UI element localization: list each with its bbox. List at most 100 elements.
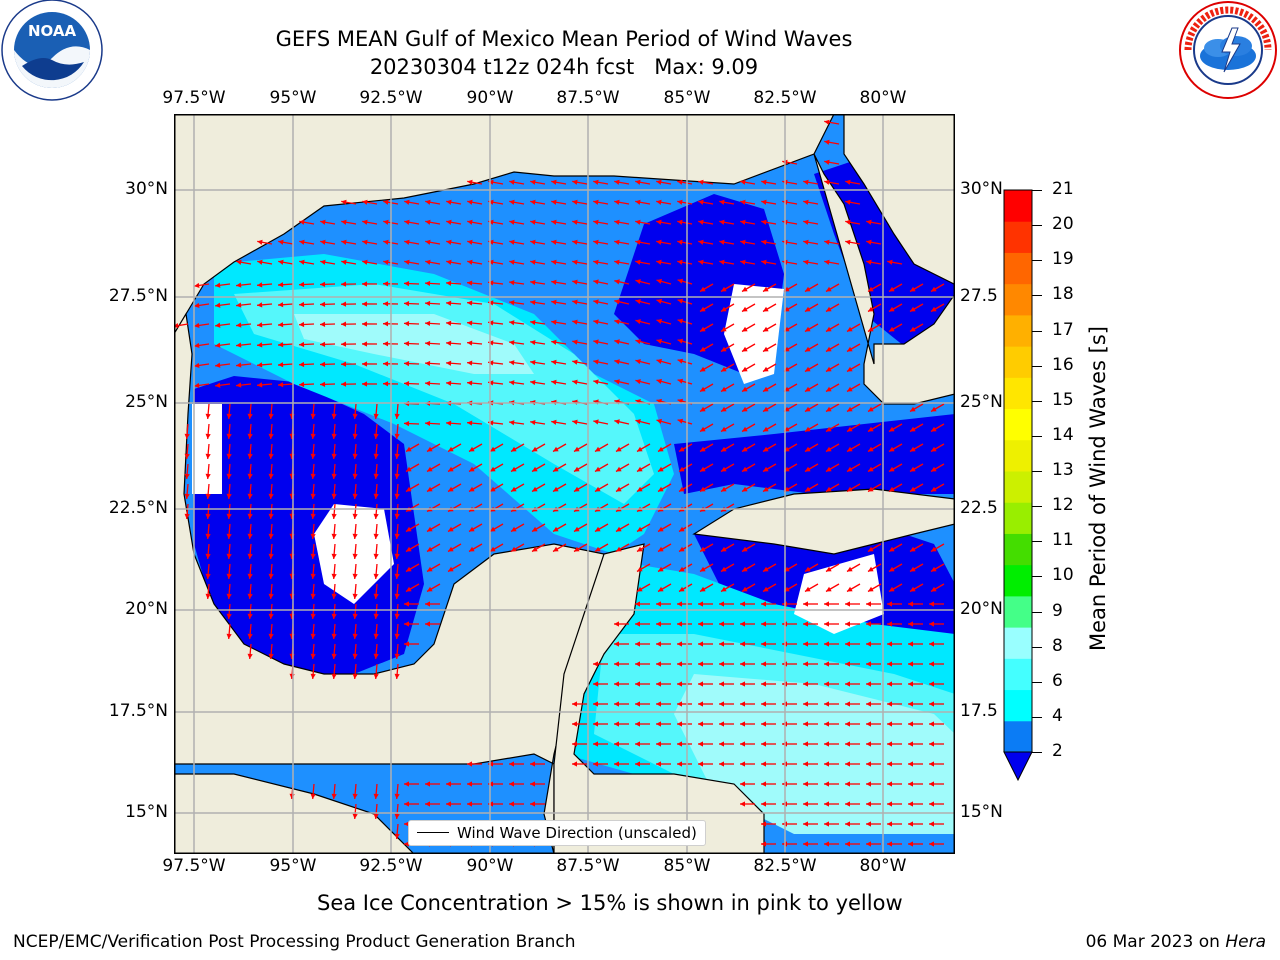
wave-direction-arrow: [929, 841, 944, 847]
wave-direction-arrow: [803, 179, 819, 185]
wave-direction-arrow: [825, 383, 840, 393]
wave-direction-arrow: [194, 302, 210, 309]
wave-direction-arrow: [530, 239, 546, 245]
wave-direction-arrow: [888, 483, 903, 493]
wave-direction-arrow: [698, 761, 713, 767]
wave-direction-arrow: [677, 378, 693, 385]
wave-direction-arrow: [277, 382, 294, 388]
wave-direction-arrow: [656, 278, 672, 285]
wave-direction-arrow: [908, 681, 923, 687]
wave-direction-arrow: [741, 363, 756, 373]
wave-direction-arrow: [278, 239, 294, 245]
wave-direction-arrow: [614, 319, 630, 325]
wave-direction-arrow: [635, 299, 651, 305]
wave-direction-arrow: [845, 701, 860, 707]
colorbar-tick: 15: [1052, 389, 1074, 410]
wave-direction-arrow: [740, 761, 755, 767]
wave-direction-arrow: [635, 319, 651, 325]
wave-direction-arrow: [635, 721, 650, 727]
wave-direction-arrow: [761, 259, 777, 265]
wave-direction-arrow: [720, 563, 735, 573]
wave-direction-arrow: [929, 741, 944, 747]
wave-direction-arrow: [310, 643, 316, 659]
footer-branch: NCEP/EMC/Verification Post Processing Pr…: [13, 932, 576, 952]
wave-direction-arrow: [352, 443, 358, 459]
wave-direction-arrow: [867, 323, 882, 333]
wave-direction-arrow: [257, 362, 273, 368]
wave-direction-arrow: [319, 361, 336, 367]
wave-direction-arrow: [298, 321, 315, 328]
longitude-tick-bottom: 87.5°W: [556, 856, 620, 876]
wave-direction-arrow: [489, 463, 504, 473]
wave-direction-arrow: [373, 623, 379, 639]
wave-direction-arrow: [445, 360, 462, 366]
wave-direction-arrow: [331, 583, 337, 599]
wave-direction-arrow: [677, 601, 692, 607]
wave-direction-arrow: [340, 281, 357, 287]
wave-direction-arrow: [698, 641, 713, 647]
wave-direction-arrow: [678, 563, 693, 573]
wave-direction-arrow: [531, 483, 546, 493]
wave-direction-arrow: [720, 483, 735, 493]
wave-direction-arrow: [657, 583, 672, 593]
wave-direction-arrow: [467, 300, 483, 306]
wave-direction-arrow: [184, 483, 190, 499]
wave-direction-arrow: [446, 781, 461, 787]
wave-direction-arrow: [394, 823, 400, 839]
wave-direction-arrow: [614, 179, 630, 185]
wave-direction-arrow: [424, 380, 441, 387]
wave-direction-arrow: [761, 641, 776, 647]
wave-direction-arrow: [720, 423, 735, 433]
wave-direction-arrow: [741, 443, 756, 453]
wave-direction-arrow: [572, 721, 587, 727]
wave-direction-arrow: [236, 362, 252, 368]
wave-direction-arrow: [888, 423, 903, 433]
wave-direction-arrow: [804, 463, 819, 473]
longitude-tick-top: 87.5°W: [556, 88, 620, 108]
wave-direction-arrow: [887, 781, 902, 787]
wave-direction-arrow: [614, 379, 630, 385]
wave-direction-arrow: [509, 781, 524, 787]
wave-direction-arrow: [310, 583, 316, 599]
wave-direction-arrow: [247, 643, 253, 659]
wave-direction-arrow: [277, 282, 294, 288]
wave-direction-arrow: [930, 403, 945, 413]
wave-direction-arrow: [887, 701, 902, 707]
wave-direction-arrow: [467, 801, 482, 807]
calm-patch: [724, 284, 784, 384]
wave-direction-arrow: [614, 641, 629, 647]
wave-direction-arrow: [226, 623, 232, 639]
wave-direction-arrow: [719, 621, 734, 627]
wave-direction-arrow: [268, 603, 274, 619]
wave-direction-arrow: [908, 621, 923, 627]
wave-direction-arrow: [215, 342, 231, 348]
wave-direction-arrow: [740, 781, 755, 787]
wave-direction-arrow: [404, 641, 419, 647]
wave-direction-arrow: [635, 601, 650, 607]
sea-ice-note: Sea Ice Concentration > 15% is shown in …: [317, 891, 903, 915]
wave-direction-arrow: [594, 483, 609, 493]
wave-direction-arrow: [803, 701, 818, 707]
wave-direction-arrow: [572, 339, 588, 345]
wave-direction-arrow: [226, 543, 232, 559]
wave-direction-arrow: [929, 661, 944, 667]
colorbar-tick-mark: [1032, 506, 1042, 508]
wave-direction-arrow: [489, 523, 504, 533]
wave-direction-arrow: [352, 803, 358, 819]
wave-direction-arrow: [614, 199, 630, 205]
wave-direction-arrow: [909, 543, 924, 553]
wave-direction-arrow: [468, 543, 483, 553]
wave-direction-arrow: [908, 841, 923, 847]
wave-direction-arrow: [341, 259, 357, 265]
wave-direction-arrow: [331, 603, 337, 619]
wave-direction-arrow: [845, 841, 860, 847]
wave-direction-arrow: [677, 239, 693, 245]
wave-direction-arrow: [362, 219, 378, 225]
wave-direction-arrow: [698, 179, 714, 185]
latitude-tick-right: 22.5: [960, 498, 998, 518]
colorbar-segment: [1004, 346, 1032, 378]
wave-direction-arrow: [677, 278, 693, 285]
wave-direction-arrow: [572, 741, 587, 747]
wave-direction-arrow: [635, 681, 650, 687]
wave-direction-arrow: [489, 443, 504, 453]
